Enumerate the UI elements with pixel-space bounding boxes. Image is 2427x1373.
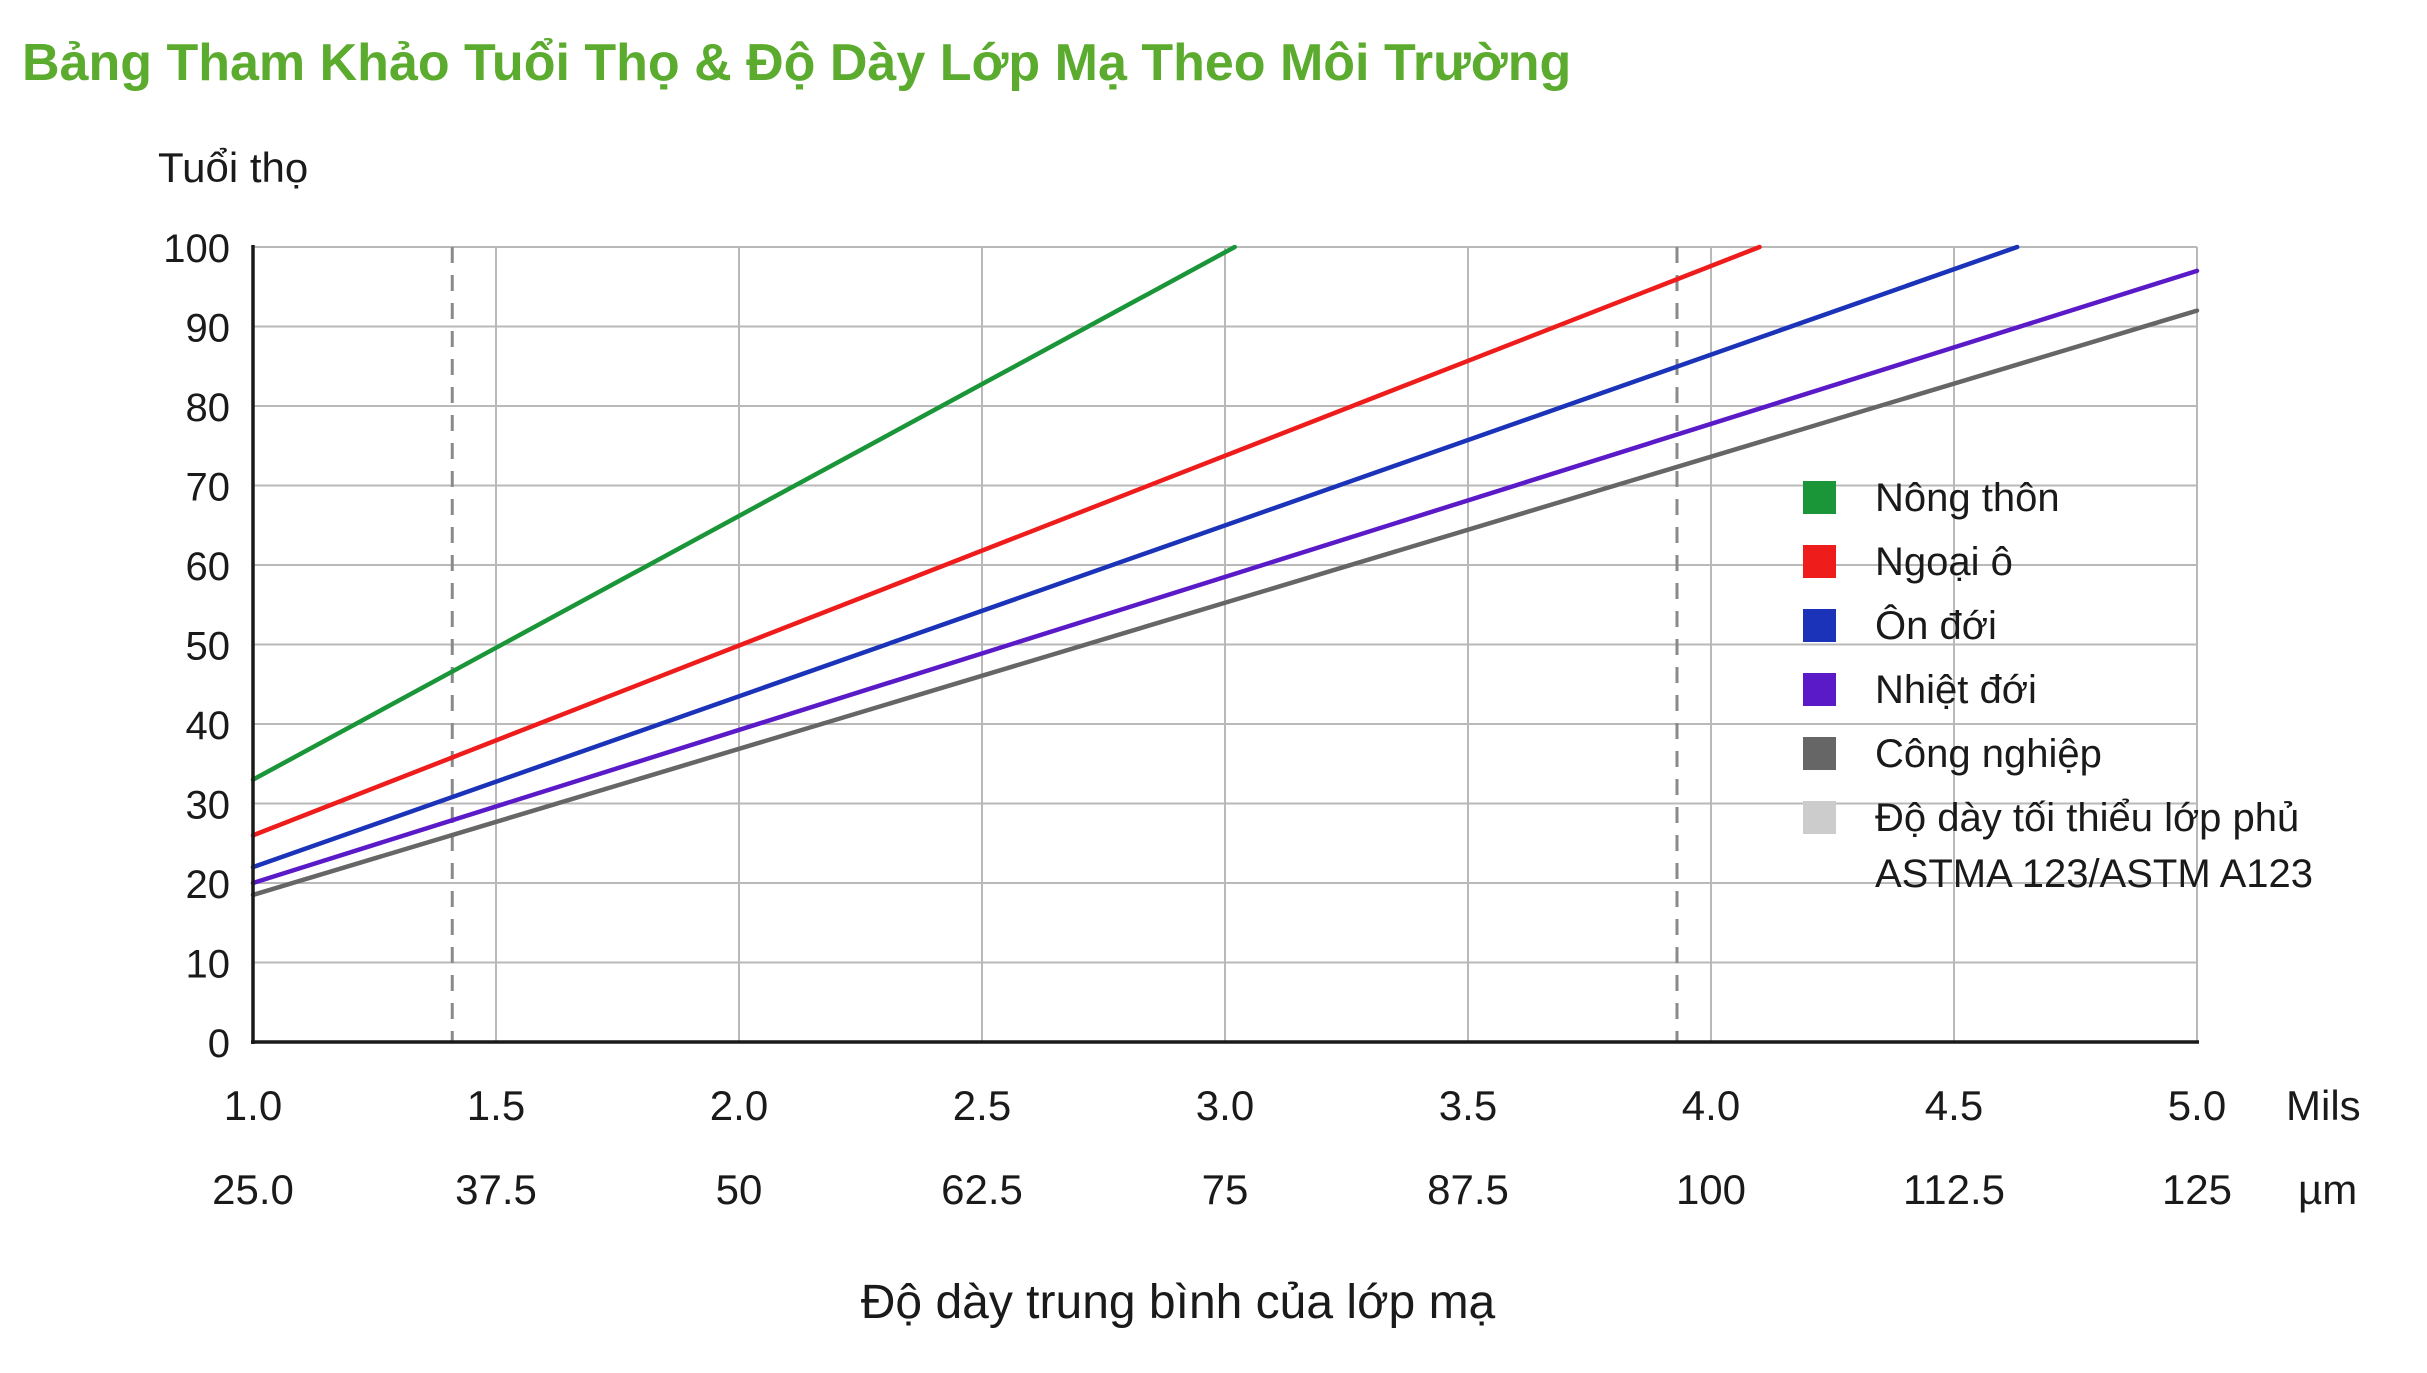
y-tick-label: 100 (163, 227, 230, 271)
reference-layer (450, 247, 1679, 1042)
series-line (250, 244, 1237, 782)
legend-swatch (1803, 481, 1836, 514)
legend-label: Nông thôn (1875, 476, 2060, 520)
series-line (250, 308, 2200, 898)
x-tick-label-mils: 4.5 (1925, 1082, 1983, 1129)
x-unit-um: µm (2298, 1166, 2357, 1213)
legend-swatch (1803, 609, 1836, 642)
y-tick-label: 50 (186, 625, 231, 669)
x-tick-label-mils: 3.0 (1196, 1082, 1254, 1129)
tick-label-layer: 0 10 20 30 40 50 60 70 80 90 100 1.0 25.0 1.5 37.5 2.0 5… (163, 227, 2232, 1213)
y-tick-label: 90 (186, 307, 231, 351)
y-tick-label: 40 (186, 704, 231, 748)
axis-layer (251, 245, 2199, 1044)
x-axis-label: Độ dày trung bình của lớp mạ (861, 1276, 1496, 1329)
legend-label: Ngoại ô (1875, 540, 2013, 584)
series-line (250, 268, 2200, 886)
y-tick-label: 20 (186, 863, 231, 907)
legend-swatch (1803, 545, 1836, 578)
legend: Nông thôn Ngoại ô Ôn đới Nhiệt đới Công nghi… (1803, 476, 2313, 896)
legend-swatch (1803, 673, 1836, 706)
y-tick-label: 80 (186, 386, 231, 430)
legend-label: ASTMA 123/ASTM A123 (1875, 852, 2313, 896)
legend-label: Ôn đới (1875, 603, 1997, 648)
legend-label: Công nghiệp (1875, 732, 2102, 776)
x-tick-label-mils: 1.5 (467, 1082, 525, 1129)
y-tick-label: 0 (208, 1022, 230, 1066)
y-axis-label: Tuổi thọ (158, 144, 308, 191)
y-tick-label: 60 (186, 545, 231, 589)
y-tick-label: 30 (186, 784, 231, 828)
legend-label: Nhiệt đới (1875, 668, 2037, 712)
series-line (250, 244, 1762, 838)
x-tick-label-um: 87.5 (1427, 1166, 1509, 1213)
legend-label: Độ dày tối thiểu lớp phủ (1875, 796, 2299, 840)
x-tick-label-um: 75 (1202, 1166, 1249, 1213)
x-tick-label-um: 62.5 (941, 1166, 1023, 1213)
x-tick-label-um: 125 (2162, 1166, 2232, 1213)
y-tick-label: 10 (186, 943, 231, 987)
x-tick-label-um: 37.5 (455, 1166, 537, 1213)
series-line (250, 244, 2020, 870)
x-tick-label-um: 100 (1676, 1166, 1746, 1213)
grid-layer (253, 246, 2198, 1042)
x-tick-label-mils: 5.0 (2168, 1082, 2226, 1129)
x-tick-label-um: 112.5 (1903, 1166, 2005, 1213)
series-layer (250, 244, 2200, 898)
legend-swatch (1803, 801, 1836, 834)
x-tick-label-mils: 1.0 (224, 1082, 282, 1129)
legend-swatch (1803, 737, 1836, 770)
chart-title: Bảng Tham Khảo Tuổi Thọ & Độ Dày Lớp Mạ … (22, 34, 1571, 92)
x-tick-label-mils: 4.0 (1682, 1082, 1740, 1129)
y-tick-label: 70 (186, 466, 231, 510)
x-tick-label-mils: 2.0 (710, 1082, 768, 1129)
x-tick-label-um: 25.0 (212, 1166, 294, 1213)
x-unit-mils: Mils (2286, 1082, 2361, 1129)
x-tick-label-mils: 2.5 (953, 1082, 1011, 1129)
x-tick-label-mils: 3.5 (1439, 1082, 1497, 1129)
x-tick-label-um: 50 (716, 1166, 763, 1213)
